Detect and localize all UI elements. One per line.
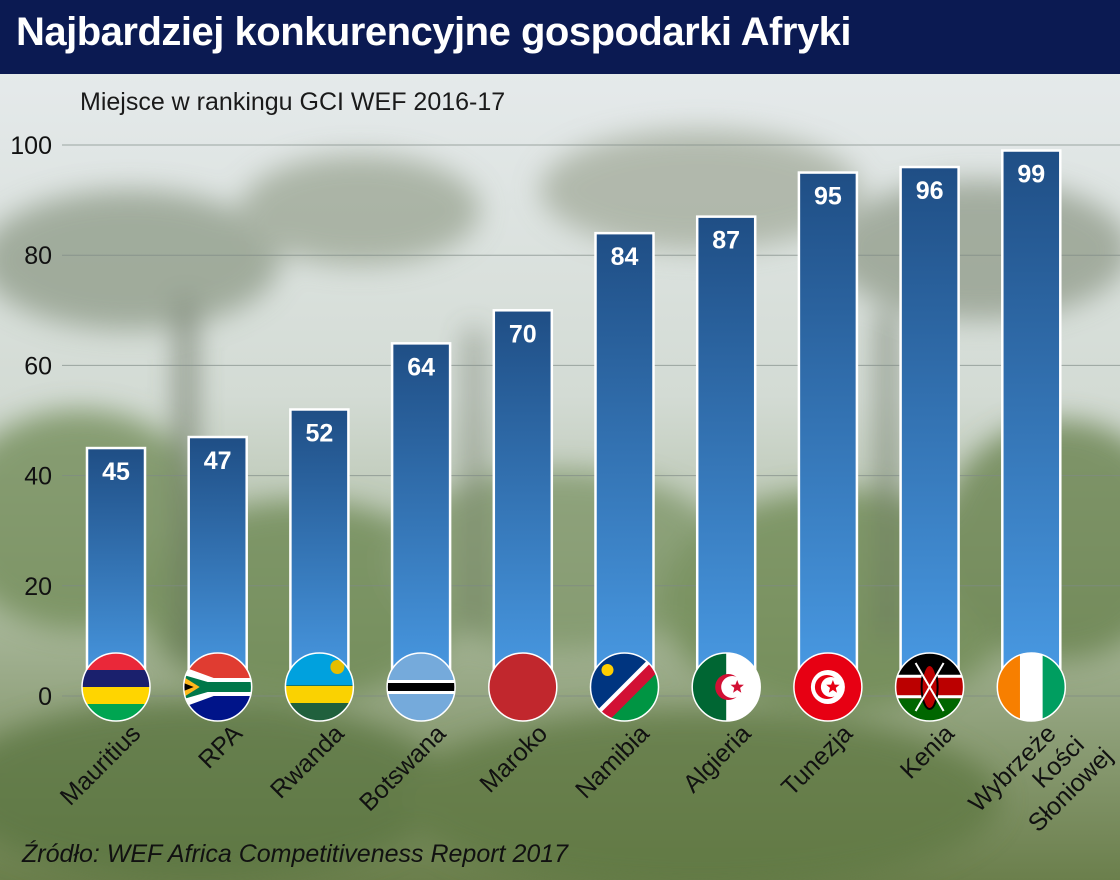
data-label: 47 xyxy=(204,447,232,475)
bars xyxy=(85,149,1062,698)
y-tick-label: 100 xyxy=(10,132,52,160)
y-tick-label: 0 xyxy=(38,683,52,711)
category-label-line: Botswana xyxy=(354,719,452,817)
header-bar: Najbardziej konkurencyjne gospodarki Afr… xyxy=(0,0,1120,74)
category-label: Rwanda xyxy=(265,719,350,804)
category-label-line: Namibia xyxy=(570,719,655,804)
flag-ring xyxy=(996,652,1067,722)
flag-ring xyxy=(894,652,965,722)
category-label-line: Tunezja xyxy=(776,719,858,801)
bar-6 xyxy=(695,215,757,698)
south-africa-flag-icon xyxy=(183,653,252,721)
flag-ring xyxy=(793,652,863,722)
category-label: Mauritius xyxy=(55,719,147,811)
flag-ring xyxy=(589,652,660,722)
botswana-flag-icon xyxy=(387,653,456,721)
flag-ring xyxy=(81,652,151,722)
data-label: 84 xyxy=(611,243,639,271)
data-label: 64 xyxy=(407,353,435,381)
category-label: RPA xyxy=(193,719,248,774)
tunisia-flag-icon xyxy=(793,653,862,721)
category-label: Tunezja xyxy=(776,719,858,801)
bar-9 xyxy=(1001,149,1062,698)
morocco-flag-icon xyxy=(488,653,557,721)
data-label: 96 xyxy=(916,177,944,205)
y-tick-label: 40 xyxy=(24,463,52,491)
bar-5 xyxy=(594,231,655,698)
data-label: 95 xyxy=(814,183,842,211)
category-label-line: Maroko xyxy=(474,719,553,798)
ivory-coast-flag-icon xyxy=(997,653,1066,721)
flags xyxy=(81,652,1067,722)
flag-ring xyxy=(386,652,456,722)
y-tick-label: 20 xyxy=(24,573,52,601)
flag-ring xyxy=(182,652,253,722)
category-label-line: Rwanda xyxy=(265,719,350,804)
y-tick-label: 60 xyxy=(24,352,52,380)
category-label-line: Algieria xyxy=(678,719,757,798)
data-label: 70 xyxy=(509,320,537,348)
bar-3 xyxy=(390,342,452,698)
category-label: Maroko xyxy=(474,719,553,798)
category-label: Kenia xyxy=(895,719,960,784)
bar-7 xyxy=(797,171,859,698)
data-label: 87 xyxy=(712,227,740,255)
category-label-line: RPA xyxy=(193,719,248,774)
category-label-line: Kenia xyxy=(895,719,960,784)
category-label: WybrzeżeKościSłoniowej xyxy=(963,702,1118,857)
data-label: 52 xyxy=(305,419,333,447)
category-label: Algieria xyxy=(678,719,757,798)
flag-ring xyxy=(284,652,355,722)
page-title: Najbardziej konkurencyjne gospodarki Afr… xyxy=(16,10,852,54)
flag-ring xyxy=(691,652,761,722)
category-label: Namibia xyxy=(570,719,655,804)
category-label-line: Mauritius xyxy=(55,719,147,811)
y-tick-label: 80 xyxy=(24,242,52,270)
bar-2 xyxy=(289,408,350,698)
kenya-flag-icon xyxy=(895,653,964,721)
bar-4 xyxy=(492,309,554,698)
data-label: 45 xyxy=(102,458,130,486)
bar-8 xyxy=(899,165,960,698)
source-note: Źródło: WEF Africa Competitiveness Repor… xyxy=(22,840,569,868)
flag-ring xyxy=(488,652,558,722)
chart-subtitle: Miejsce w rankingu GCI WEF 2016-17 xyxy=(80,88,506,116)
namibia-flag-icon xyxy=(590,653,659,721)
category-label: Botswana xyxy=(354,719,452,817)
data-label: 99 xyxy=(1017,161,1045,189)
